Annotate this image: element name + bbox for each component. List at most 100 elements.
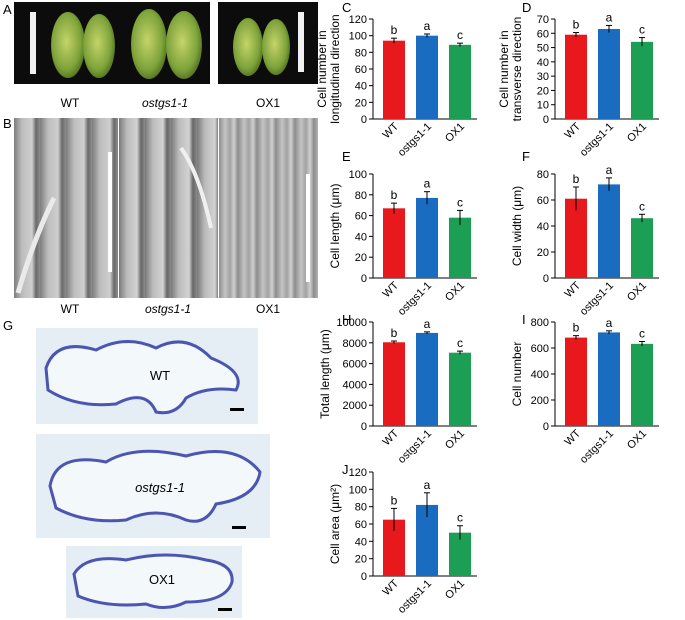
label-g-ox1: OX1 [148, 572, 175, 587]
y-tick-label-j: 60 [355, 519, 367, 531]
category-label-i-1: ostgs1-1 [578, 428, 616, 466]
y-tick-label-d: 30 [537, 71, 549, 83]
y-tick-label-d: 0 [543, 114, 549, 126]
y-tick-label-f: 80 [537, 169, 549, 181]
label-g-wt: WT [149, 368, 171, 383]
y-tick-label-f: 0 [543, 273, 549, 285]
category-label-c-2: OX1 [443, 121, 467, 145]
significance-letter-d-1: a [606, 10, 613, 24]
y-tick-label-h: 4000 [343, 379, 367, 391]
sem-image-ox1 [219, 118, 318, 298]
y-tick-label-d: 50 [537, 43, 549, 55]
y-tick-label-c: 100 [349, 31, 367, 43]
significance-letter-h-2: c [457, 336, 463, 350]
section-image-ox1 [66, 546, 242, 618]
bar-d-2 [631, 41, 653, 119]
label-a-ox1: OX1 [255, 96, 280, 110]
bar-i-2 [631, 343, 653, 426]
sem-image-wt [14, 118, 118, 298]
category-label-j-0: WT [381, 577, 402, 598]
panel-letter-j: J [342, 462, 349, 477]
section-image-wt [36, 328, 258, 424]
grain-photo-wt-mutant [14, 2, 210, 84]
category-label-h-2: OX1 [443, 428, 467, 452]
grain-photo-ox1 [218, 2, 318, 84]
label-b-mutant: ostgs1-1 [144, 302, 192, 316]
y-tick-label-i: 800 [531, 317, 549, 329]
bar-f-0 [565, 198, 587, 278]
significance-letter-e-1: a [424, 177, 431, 191]
bar-e-2 [449, 217, 471, 278]
y-axis-label-f: Cell width (μm) [510, 186, 524, 266]
label-b-wt: WT [60, 302, 80, 316]
y-tick-label-c: 20 [355, 97, 367, 109]
y-axis-label-j: Cell area (μm²) [328, 484, 342, 564]
y-axis-label-c: longitudinal direction [328, 14, 342, 123]
y-tick-label-h: 0 [361, 421, 367, 433]
y-tick-label-j: 20 [355, 554, 367, 566]
y-tick-label-c: 80 [355, 47, 367, 59]
y-axis-label-d: transverse direction [510, 17, 524, 122]
significance-letter-i-1: a [606, 316, 613, 330]
category-label-d-1: ostgs1-1 [578, 121, 616, 159]
y-axis-label-h: Total length (μm) [318, 329, 332, 419]
bar-j-2 [449, 532, 471, 576]
category-label-j-1: ostgs1-1 [396, 578, 434, 616]
grain-image-ox1 [233, 12, 304, 76]
y-tick-label-j: 120 [349, 467, 367, 479]
bar-h-2 [449, 352, 471, 426]
category-label-c-1: ostgs1-1 [396, 121, 434, 159]
significance-letter-f-2: c [639, 199, 645, 213]
bar-c-2 [449, 44, 471, 120]
panel-letter-g: G [3, 318, 14, 333]
bar-d-0 [565, 34, 587, 119]
bar-c-1 [416, 35, 438, 119]
label-b-ox1: OX1 [255, 302, 280, 316]
label-a-mutant: ostgs1-1 [141, 96, 189, 110]
category-label-i-0: WT [563, 427, 584, 448]
category-label-h-1: ostgs1-1 [396, 428, 434, 466]
category-label-c-0: WT [381, 120, 402, 141]
bar-e-0 [383, 208, 405, 278]
y-tick-label-c: 0 [361, 114, 367, 126]
y-tick-label-c: 60 [355, 64, 367, 76]
y-tick-label-h: 8000 [343, 338, 367, 350]
significance-letter-d-2: c [639, 23, 645, 37]
grain-image [30, 9, 202, 79]
bar-i-0 [565, 337, 587, 426]
panel-letter-b: B [3, 116, 12, 131]
significance-letter-d-0: b [573, 18, 580, 32]
category-label-e-2: OX1 [443, 280, 467, 304]
bar-f-2 [631, 218, 653, 278]
bar-c-0 [383, 40, 405, 119]
panel-letter-i: I [522, 312, 526, 327]
label-g-mutant: ostgs1-1 [135, 480, 185, 495]
significance-letter-j-1: a [424, 478, 431, 492]
y-tick-label-d: 10 [537, 100, 549, 112]
panel-letter-f: F [522, 149, 530, 164]
panel-letter-a: A [3, 2, 12, 17]
y-tick-label-c: 40 [355, 81, 367, 93]
bar-h-1 [416, 332, 438, 426]
significance-letter-c-0: b [391, 23, 398, 37]
y-tick-label-j: 0 [361, 571, 367, 583]
bar-i-1 [598, 332, 620, 426]
y-tick-label-e: 80 [355, 190, 367, 202]
panel-letter-h: H [342, 312, 351, 327]
category-label-j-2: OX1 [443, 578, 467, 602]
category-label-d-2: OX1 [625, 121, 649, 145]
panel-letter-c: C [342, 0, 351, 15]
y-tick-label-j: 80 [355, 502, 367, 514]
section-image-mutant [36, 434, 270, 538]
y-tick-label-f: 20 [537, 247, 549, 259]
y-axis-label-e: Cell length (μm) [328, 184, 342, 269]
y-axis-label-d: Cell number in [497, 30, 511, 107]
y-tick-label-i: 600 [531, 343, 549, 355]
category-label-e-0: WT [381, 279, 402, 300]
y-tick-label-i: 400 [531, 369, 549, 381]
bar-d-1 [598, 29, 620, 119]
category-label-h-0: WT [381, 427, 402, 448]
bar-j-0 [383, 519, 405, 576]
significance-letter-h-0: b [391, 326, 398, 340]
